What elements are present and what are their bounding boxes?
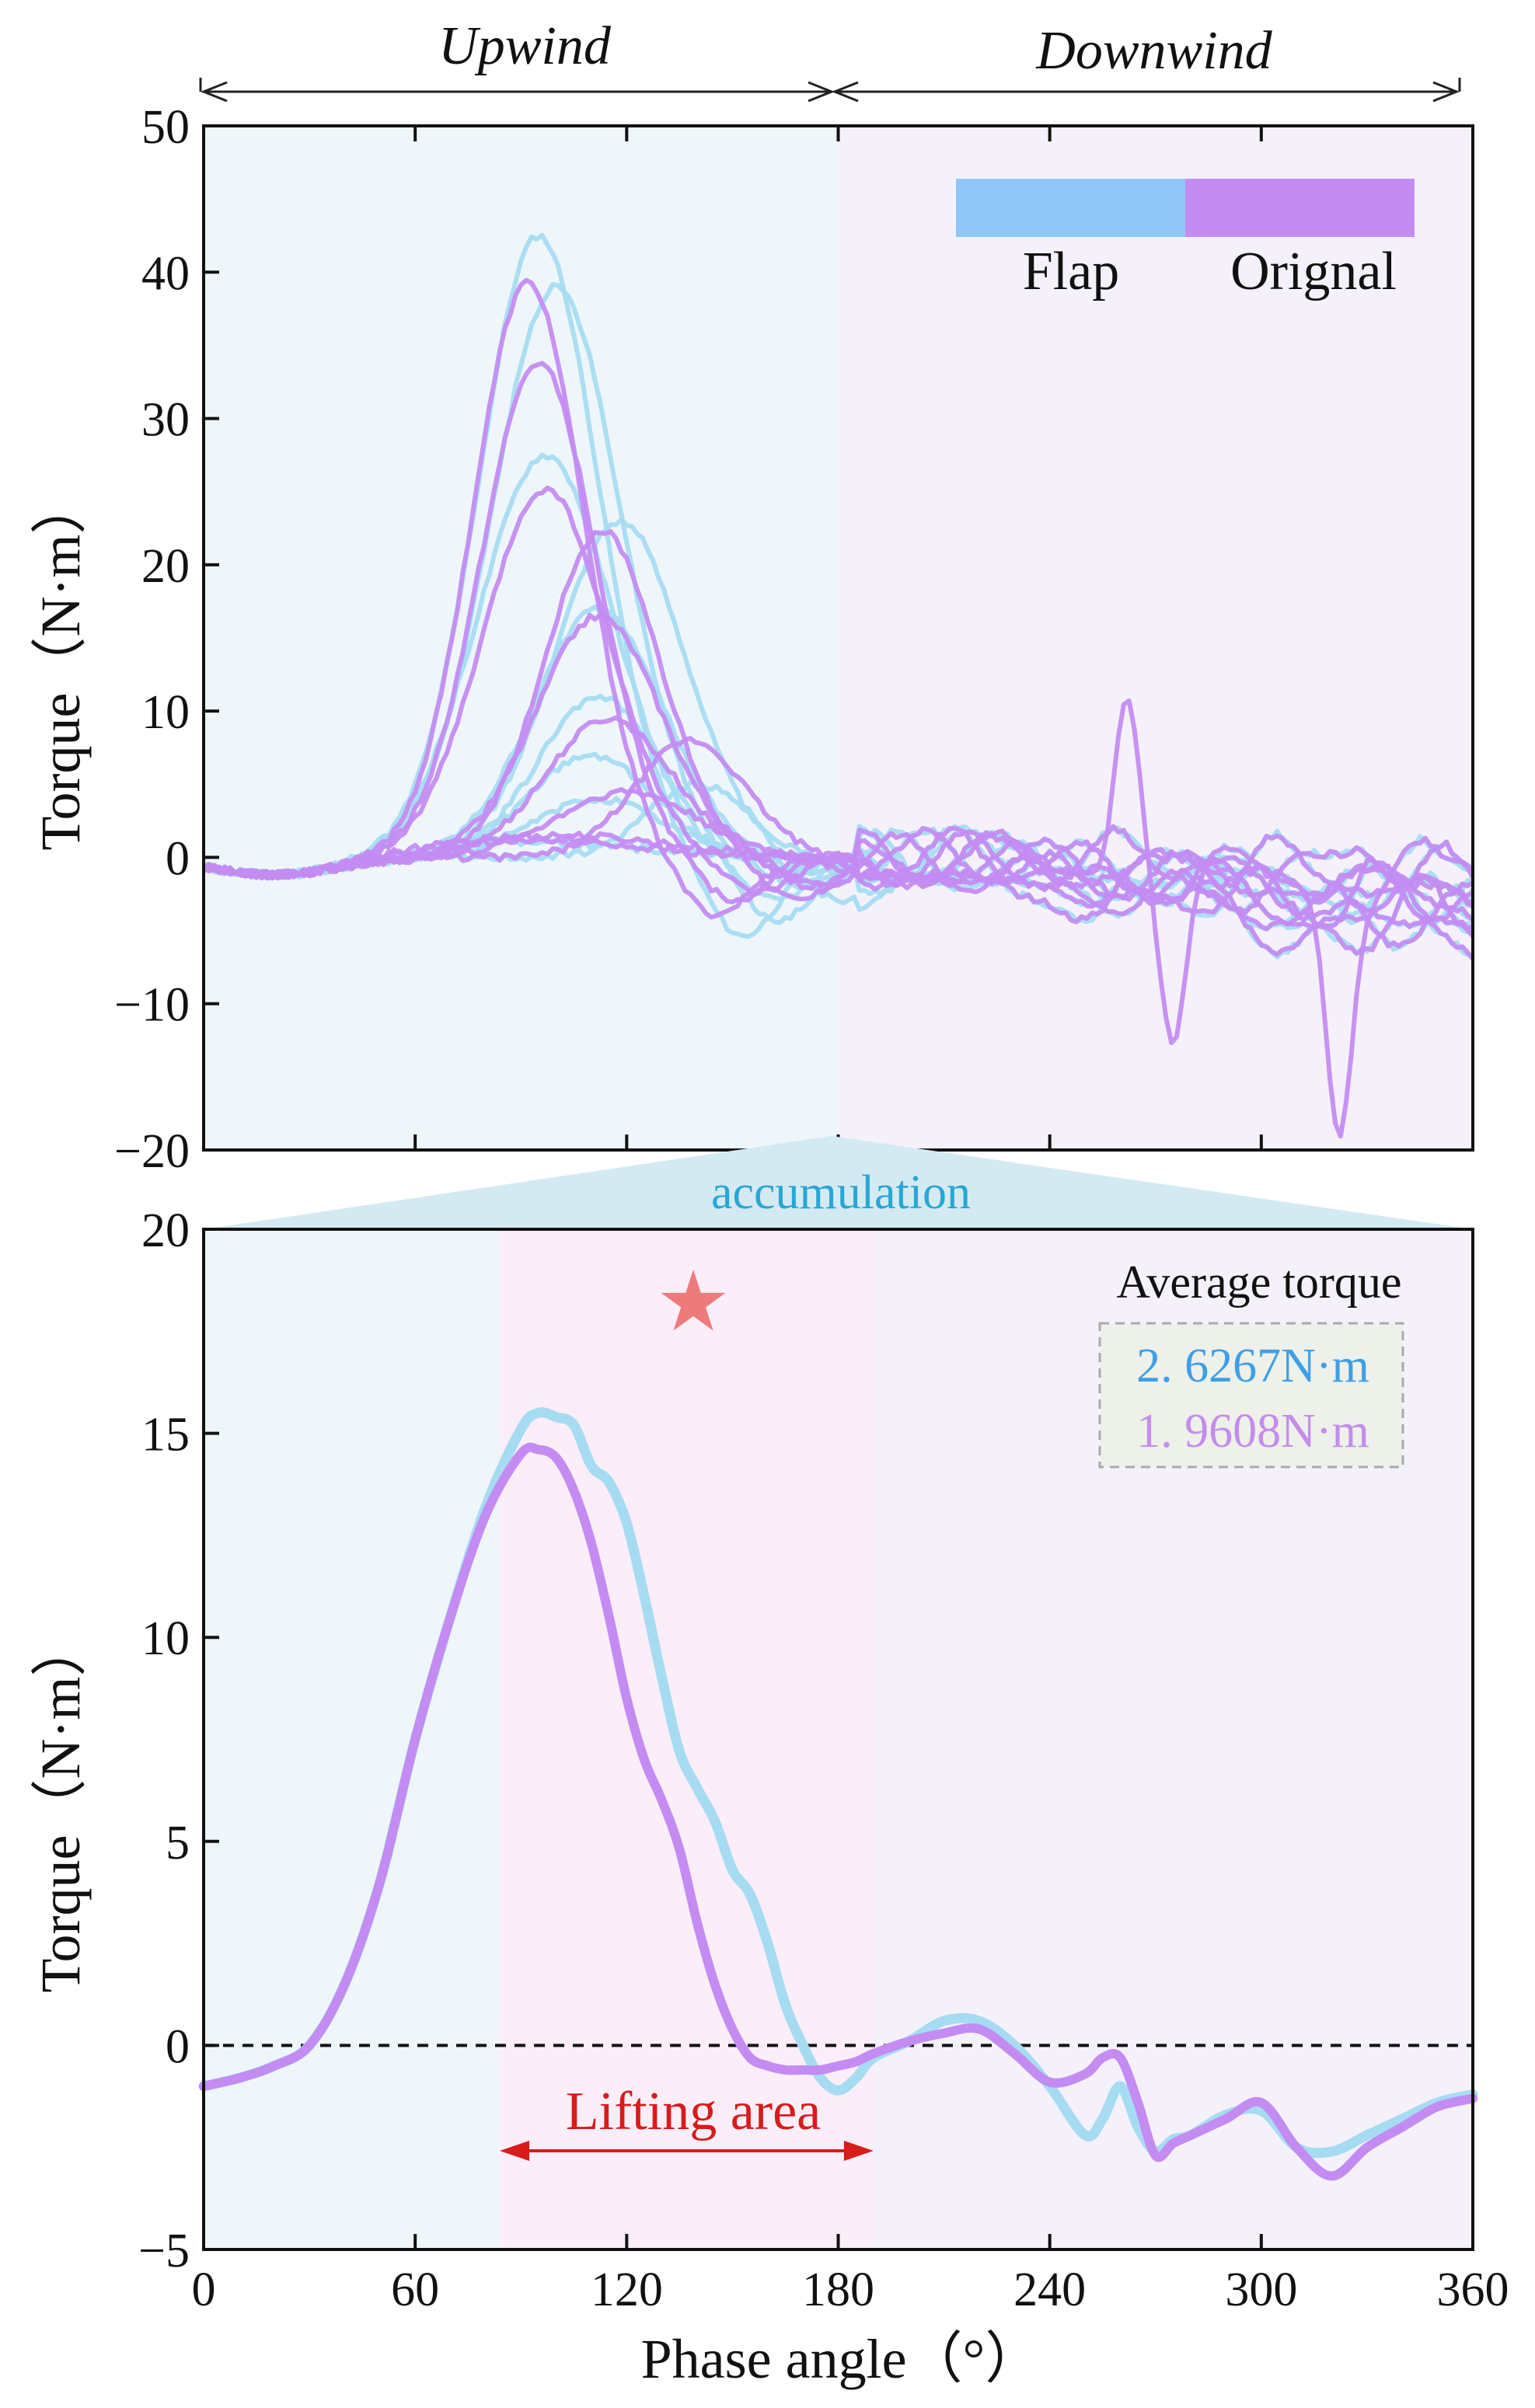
top-plot-lines [201,232,1475,1139]
downwind-region [838,126,1473,1150]
average-torque-box: Average torque 2. 6267N·m 1. 9608N·m [1098,1256,1404,1469]
top-y-tick-label: 10 [141,686,190,739]
orignal-run-9 [203,828,1474,909]
accumulation-connector [204,1136,1473,1229]
top-y-tick-label: 40 [141,247,190,300]
x-axis-label: Phase angle（°） [641,2328,1041,2390]
bottom-x-tick-label: 60 [391,2263,439,2316]
top-y-tick-label: 20 [141,540,190,593]
legend-original-label: Orignal [1230,242,1397,301]
legend: Flap Orignal [956,179,1415,301]
lifting-area-arrow [500,2141,874,2161]
lifting-area-label: Lifting area [566,2082,821,2141]
top-y-tick-label: 50 [141,101,190,154]
top-panel: −20 −10 0 10 20 30 40 50 Upwind Downwind Torque… [30,16,1475,1178]
legend-flap-label: Flap [1023,242,1119,301]
accumulation-label: accumulation [711,1166,971,1219]
downwind-label: Downwind [1035,21,1272,81]
legend-original-swatch [1185,179,1415,237]
bottom-y-tick-label: 15 [141,1409,190,1462]
bottom-y-tick-label: 20 [141,1204,190,1257]
orignal-run-8 [202,786,1475,960]
upwind-label: Upwind [438,16,612,76]
original-average-line [199,1442,1477,2181]
legend-flap-swatch [956,179,1185,237]
bottom-y-tick-label: 0 [166,2020,190,2073]
lifting-area-region [500,1229,874,2249]
region-arrows [199,78,1461,103]
lifting-area-arrow-left-head [500,2141,530,2161]
star-marker: ★ [656,1256,731,1349]
flap-average-value: 2. 6267N·m [1136,1340,1369,1392]
top-axis-ticks: −20 −10 0 10 20 30 40 50 [114,101,1474,1178]
orignal-run-10 [202,829,1474,927]
bottom-x-tick-label: 360 [1437,2263,1509,2316]
top-y-tick-label: −10 [114,979,190,1032]
bottom-x-tick-label: 120 [591,2263,663,2316]
average-torque-values-box [1098,1322,1404,1469]
bottom-y-tick-label: 5 [166,1817,190,1870]
bottom-y-tick-label: 10 [141,1612,190,1665]
bottom-y-tick-label: −5 [138,2225,190,2277]
bottom-x-tick-label: 0 [192,2263,216,2316]
lifting-area-arrow-right-head [843,2141,874,2161]
upwind-region [204,126,839,1150]
top-y-tick-label: −20 [114,1125,190,1178]
bottom-upwind-region [204,1229,501,2249]
bottom-x-tick-label: 180 [802,2263,874,2316]
bottom-plot-lines [198,1407,1478,2181]
bottom-y-axis-label: Torque（N·m） [30,1621,92,1993]
top-y-axis-label: Torque（N·m） [30,479,92,851]
top-y-tick-label: 30 [141,394,190,447]
average-torque-title: Average torque [1116,1256,1401,1308]
original-average-value: 1. 9608N·m [1136,1405,1369,1458]
bottom-x-tick-label: 300 [1225,2263,1297,2316]
top-y-tick-label: 0 [166,832,190,885]
bottom-x-tick-label: 240 [1013,2263,1086,2316]
